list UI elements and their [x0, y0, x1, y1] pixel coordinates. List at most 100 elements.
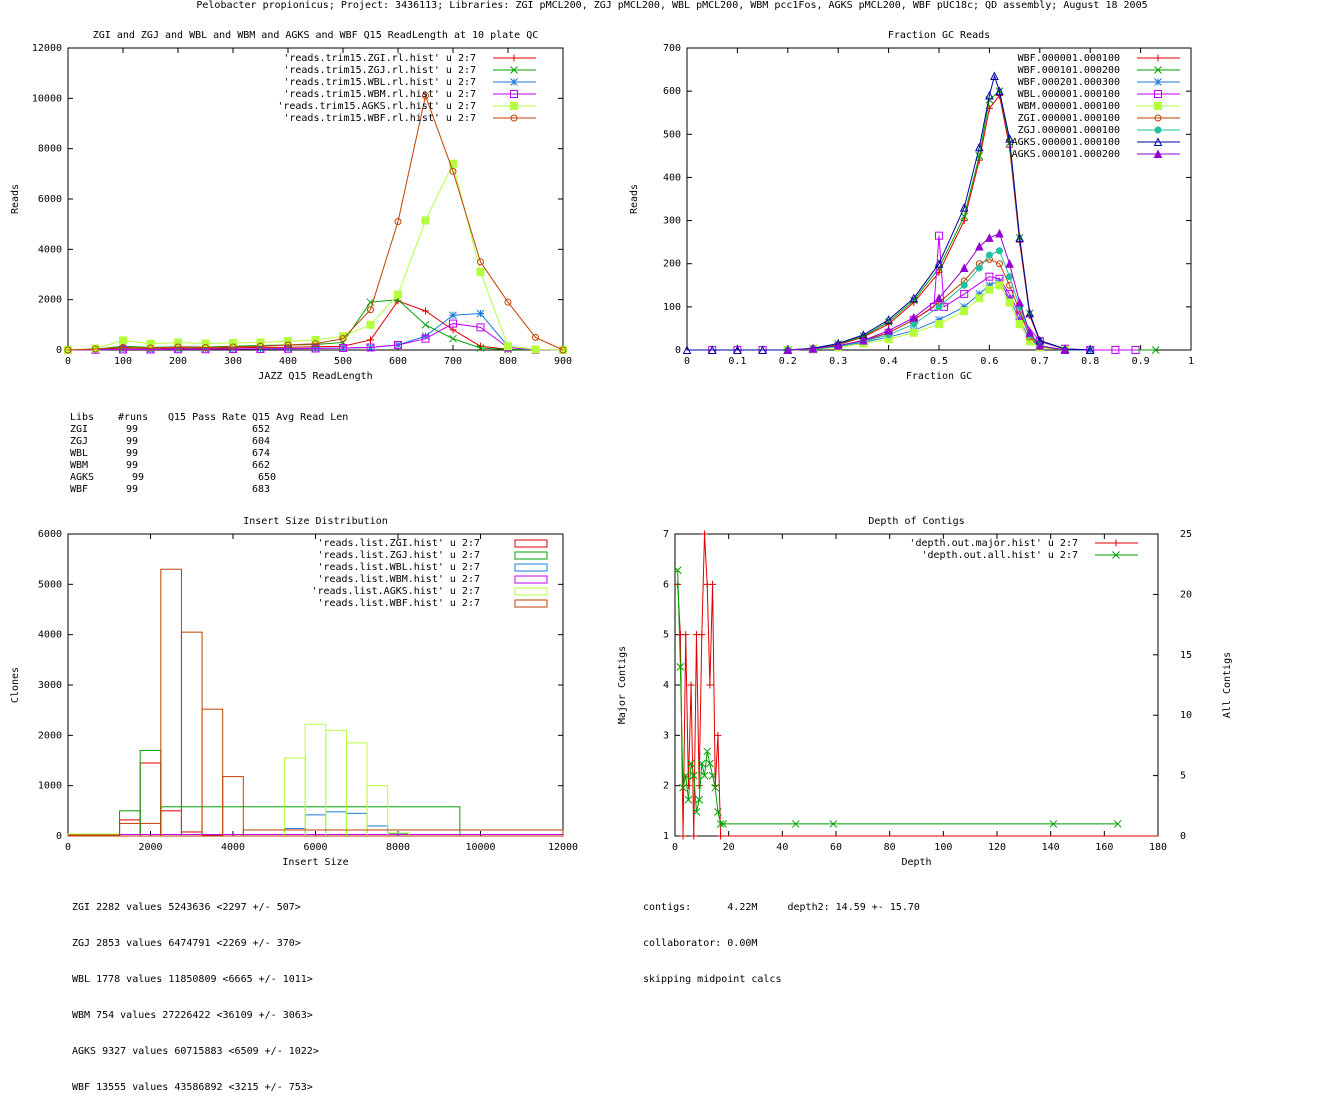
data-point — [477, 258, 484, 266]
data-point — [531, 345, 540, 354]
depth-stat-line: skipping midpoint calcs — [643, 974, 782, 985]
data-point — [1154, 54, 1162, 62]
y-axis-label: Clones — [10, 667, 21, 703]
x-tick-label: 400 — [279, 356, 297, 367]
y2-tick-label: 15 — [1180, 650, 1192, 661]
series--reads-list-agks-hist-u-2-7 — [67, 723, 409, 837]
data-point — [700, 771, 709, 780]
stats-lib: WBM — [70, 460, 89, 471]
y-axis-label: Reads — [10, 184, 21, 214]
series--reads-list-zgj-hist-u-2-7 — [119, 749, 461, 837]
data-point — [1005, 298, 1014, 307]
legend-marker — [1154, 102, 1162, 110]
data-point — [706, 759, 714, 768]
y2-tick-label: 5 — [1180, 771, 1186, 782]
data-point — [681, 771, 690, 780]
data-point — [985, 285, 994, 294]
histogram-bar — [284, 757, 306, 837]
data-point — [1111, 346, 1120, 354]
histogram-bar — [366, 785, 389, 837]
data-point — [510, 90, 518, 98]
histogram-bar — [119, 819, 141, 837]
data-point — [476, 309, 485, 318]
data-point — [476, 323, 485, 332]
data-point — [339, 343, 347, 352]
data-point — [975, 290, 984, 298]
data-point — [367, 306, 374, 314]
series--reads-trim15-agks-rl-hist-u-2-7 — [64, 159, 567, 354]
stats-header-runs: #runs — [118, 412, 149, 423]
data-point — [1025, 328, 1035, 337]
histogram-bar — [345, 812, 368, 837]
y-tick-label: 0 — [56, 831, 62, 842]
data-point — [510, 78, 518, 86]
data-point — [985, 251, 993, 259]
data-point — [1060, 345, 1070, 354]
legend-label: WBL.000001.000100 — [1018, 89, 1120, 100]
data-point — [985, 272, 994, 281]
data-point — [935, 315, 943, 324]
series-line — [787, 232, 1066, 351]
data-point — [449, 334, 457, 343]
y-tick-label: 5000 — [38, 579, 62, 590]
stats-avg: 604 — [252, 436, 271, 447]
x-tick-label: 0.3 — [829, 356, 847, 367]
x-tick-label: 300 — [224, 356, 242, 367]
y2-tick-label: 0 — [1180, 831, 1186, 842]
x-tick-label: 0.1 — [728, 356, 746, 367]
x-tick-label: 8000 — [386, 842, 410, 853]
histogram-bar — [222, 776, 244, 837]
x-tick-label: 10000 — [465, 842, 495, 853]
y-tick-label: 300 — [663, 216, 681, 227]
data-point — [1015, 315, 1024, 324]
data-point — [719, 820, 728, 828]
data-point — [679, 783, 687, 792]
data-point — [449, 311, 457, 320]
data-point — [1153, 137, 1163, 146]
series-line — [677, 533, 1158, 837]
data-point — [985, 90, 994, 100]
data-point — [975, 142, 984, 152]
data-point — [758, 345, 767, 354]
y-tick-label: 12000 — [32, 43, 62, 54]
data-point — [707, 345, 717, 354]
legend-label: 'reads.trim15.ZGI.rl.hist' u 2:7 — [283, 53, 476, 64]
insert-stat-line: WBL 1778 values 11850809 <6665 +/- 1011> — [72, 974, 313, 985]
histogram-bar — [180, 831, 203, 837]
stats-runs: 99 — [126, 424, 139, 435]
histogram-bar — [201, 708, 224, 837]
histogram-bar — [160, 806, 461, 837]
legend-marker — [1112, 539, 1120, 547]
legend-label: AGKS.000001.000100 — [1012, 137, 1120, 148]
page-title: Pelobacter propionicus; Project: 3436113… — [196, 0, 1148, 11]
legend-swatch — [514, 599, 548, 608]
series-agks-000001-000100 — [682, 71, 1095, 354]
data-point — [229, 338, 237, 347]
data-point — [1112, 539, 1120, 547]
series-line — [67, 323, 564, 351]
data-point — [1112, 551, 1120, 559]
legend-marker — [1154, 66, 1162, 74]
series-agks-000101-000200 — [783, 228, 1070, 354]
series--reads-trim15-wbf-rl-hist-u-2-7 — [64, 92, 567, 354]
data-point — [1015, 297, 1024, 307]
data-point — [959, 263, 969, 273]
x-axis-label: Fraction GC — [906, 371, 972, 382]
data-point — [783, 345, 793, 354]
stats-header-row: Libs #runs Q15 Pass Rate Q15 Avg Read Le… — [70, 412, 348, 424]
x-axis-label: JAZZ Q15 ReadLength — [258, 371, 372, 382]
y2-tick-label: 10 — [1180, 710, 1192, 721]
stats-lib: ZGI — [70, 424, 89, 435]
insert-size-chart: Insert Size Distribution 0 2000 4000 6000 800… — [10, 516, 578, 868]
x-tick-label: 120 — [988, 842, 1006, 853]
data-point — [421, 334, 430, 343]
y-tick-label: 3000 — [38, 680, 62, 691]
data-point — [64, 346, 72, 354]
data-point — [1025, 308, 1035, 318]
y-tick-label: 6000 — [38, 529, 62, 540]
data-point — [366, 320, 375, 329]
data-point — [960, 289, 969, 298]
data-point — [284, 341, 292, 349]
x-axis-label: Depth — [901, 857, 931, 868]
data-point — [935, 303, 943, 311]
